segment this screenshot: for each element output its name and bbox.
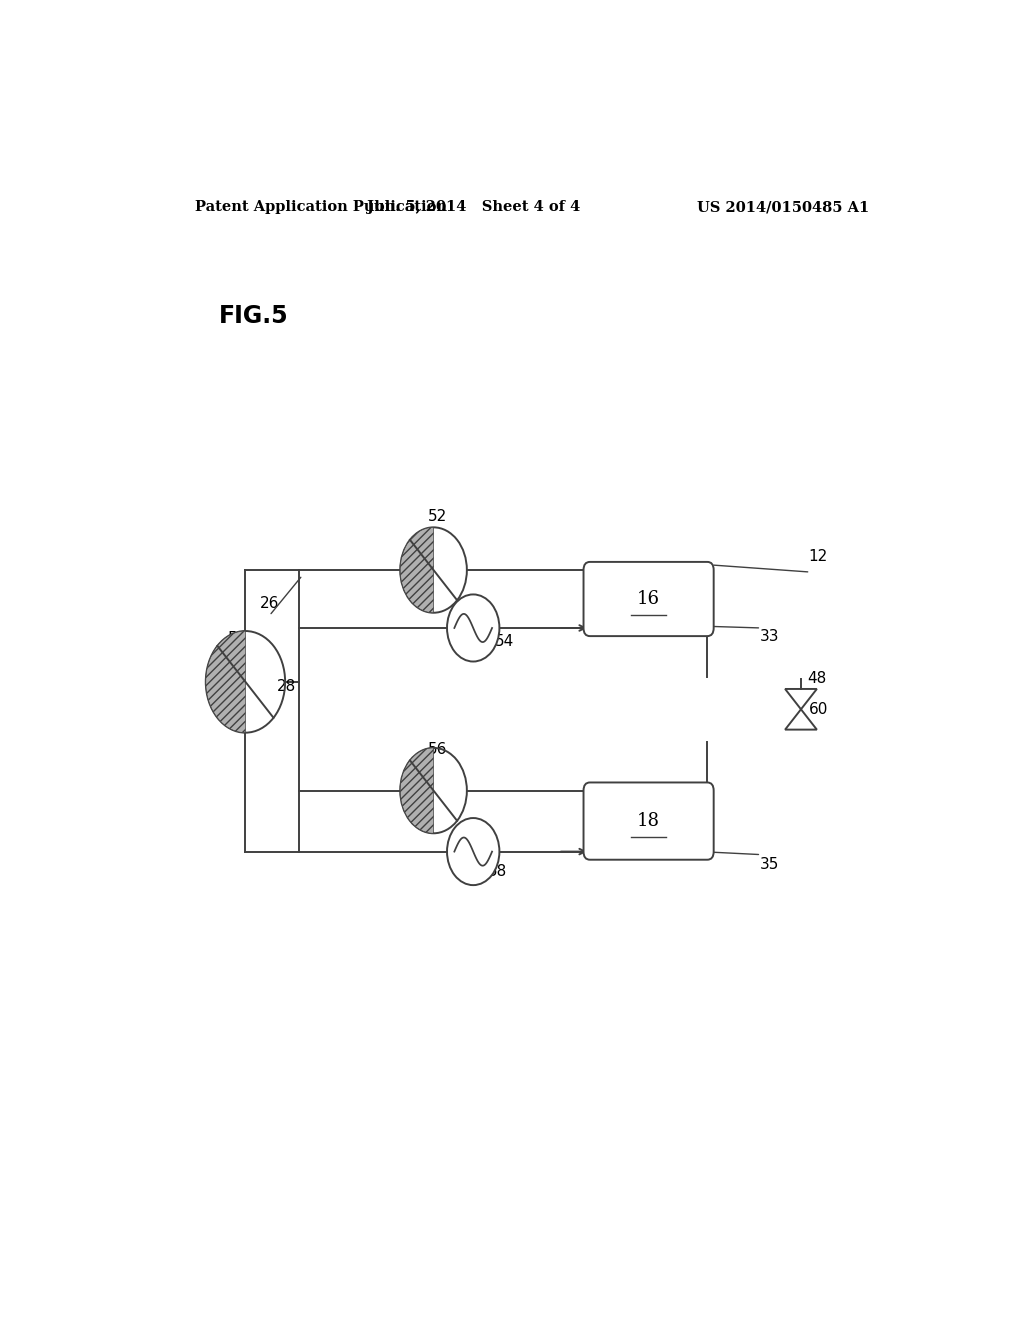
- Text: US 2014/0150485 A1: US 2014/0150485 A1: [696, 201, 868, 214]
- FancyBboxPatch shape: [584, 562, 714, 636]
- Polygon shape: [400, 748, 433, 833]
- Text: 52: 52: [428, 508, 447, 524]
- Text: 18: 18: [637, 812, 660, 830]
- Circle shape: [447, 594, 500, 661]
- Text: Patent Application Publication: Patent Application Publication: [196, 201, 447, 214]
- Polygon shape: [206, 631, 246, 733]
- Text: 16: 16: [637, 590, 660, 609]
- Text: 60: 60: [809, 702, 828, 717]
- Text: 28: 28: [278, 680, 296, 694]
- FancyBboxPatch shape: [584, 783, 714, 859]
- Text: FIG.5: FIG.5: [219, 304, 289, 327]
- Text: 54: 54: [496, 634, 515, 648]
- Text: 35: 35: [760, 857, 779, 873]
- Polygon shape: [400, 528, 433, 612]
- Text: 58: 58: [487, 865, 507, 879]
- Circle shape: [447, 818, 500, 886]
- Text: 56: 56: [428, 742, 447, 758]
- Text: Jun. 5, 2014   Sheet 4 of 4: Jun. 5, 2014 Sheet 4 of 4: [367, 201, 580, 214]
- Text: 33: 33: [760, 628, 779, 644]
- Text: 26: 26: [259, 597, 279, 611]
- Text: 50: 50: [228, 631, 247, 645]
- Text: 48: 48: [807, 672, 826, 686]
- Text: 12: 12: [809, 549, 828, 565]
